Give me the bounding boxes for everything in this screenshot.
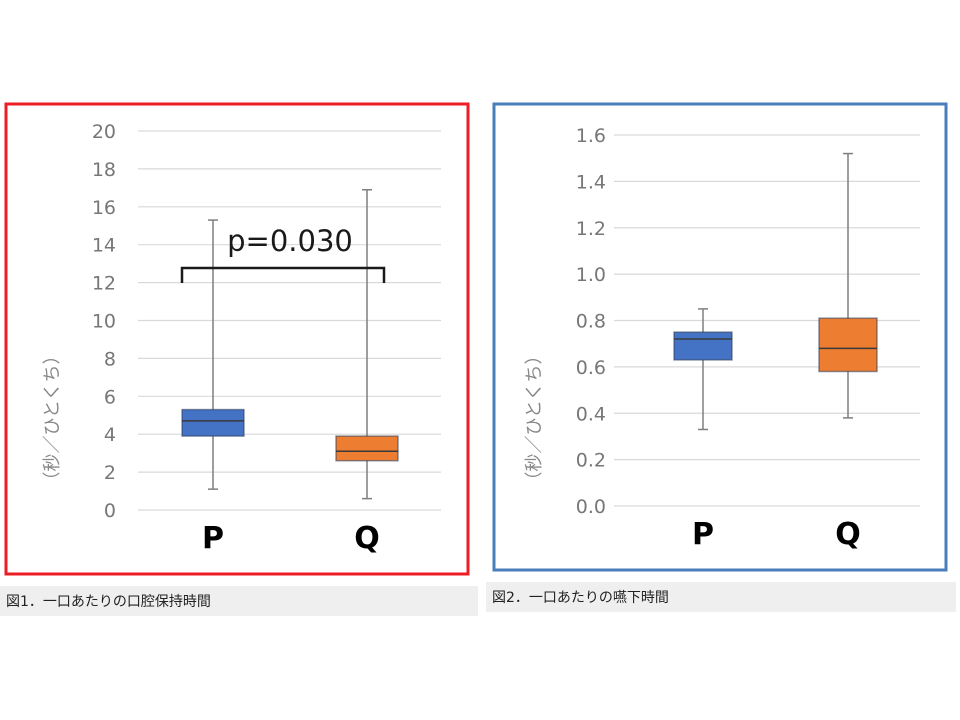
- y-tick-label: 1.6: [576, 125, 606, 147]
- box-Q: [818, 152, 878, 419]
- box-iqr: [673, 331, 733, 361]
- box-Q: [335, 188, 399, 500]
- y-tick-label: 1.4: [576, 171, 606, 193]
- y-tick-label: 14: [92, 235, 116, 257]
- y-tick-label: 10: [92, 311, 116, 333]
- x-category-label: P: [202, 521, 224, 556]
- y-tick-label: 2: [104, 462, 116, 484]
- y-tick-label: 20: [92, 121, 116, 143]
- figure-2-y-axis-label: （秒／ひとくち）: [524, 347, 545, 490]
- figure-1-boxes: [181, 188, 399, 500]
- box-iqr: [181, 408, 245, 437]
- figure-1-y-axis-label: （秒／ひとくち）: [42, 347, 63, 490]
- figure-2-y-axis-ticks: 0.0 0.2 0.4 0.6 0.8 1.0 1.2 1.4 1.6: [576, 125, 606, 518]
- significance-label: p=0.030: [227, 224, 353, 258]
- y-tick-label: 0.0: [576, 496, 606, 518]
- y-tick-label: 6: [104, 386, 116, 408]
- y-tick-label: 4: [104, 424, 116, 446]
- figure-1-y-axis-ticks: 0 2 4 6 8 10 12 14 16 18 20: [92, 121, 116, 522]
- y-tick-label: 0: [104, 500, 116, 522]
- figure-2-frame: [492, 102, 948, 572]
- y-tick-label: 0.4: [576, 403, 606, 425]
- figure-2-caption: 図2．一口あたりの嚥下時間: [486, 582, 956, 612]
- box-P: [181, 219, 245, 490]
- y-tick-label: 1.2: [576, 218, 606, 240]
- figure-2-boxes: [673, 152, 878, 431]
- x-category-label: Q: [354, 521, 380, 556]
- y-tick-label: 0.6: [576, 357, 606, 379]
- x-category-label: P: [692, 517, 714, 552]
- y-tick-label: 18: [92, 159, 116, 181]
- x-category-label: Q: [835, 517, 861, 552]
- y-tick-label: 0.2: [576, 450, 606, 472]
- y-tick-label: 12: [92, 273, 116, 295]
- y-tick-label: 16: [92, 197, 116, 219]
- y-tick-label: 0.8: [576, 311, 606, 333]
- figure-1-frame: [4, 102, 470, 576]
- y-tick-label: 8: [104, 348, 116, 370]
- figure-1-caption: 図1．一口あたりの口腔保持時間: [0, 586, 478, 616]
- significance-bracket: [180, 266, 386, 283]
- box-iqr: [818, 317, 878, 373]
- y-tick-label: 1.0: [576, 264, 606, 286]
- box-P: [673, 308, 733, 431]
- box-iqr: [335, 435, 399, 462]
